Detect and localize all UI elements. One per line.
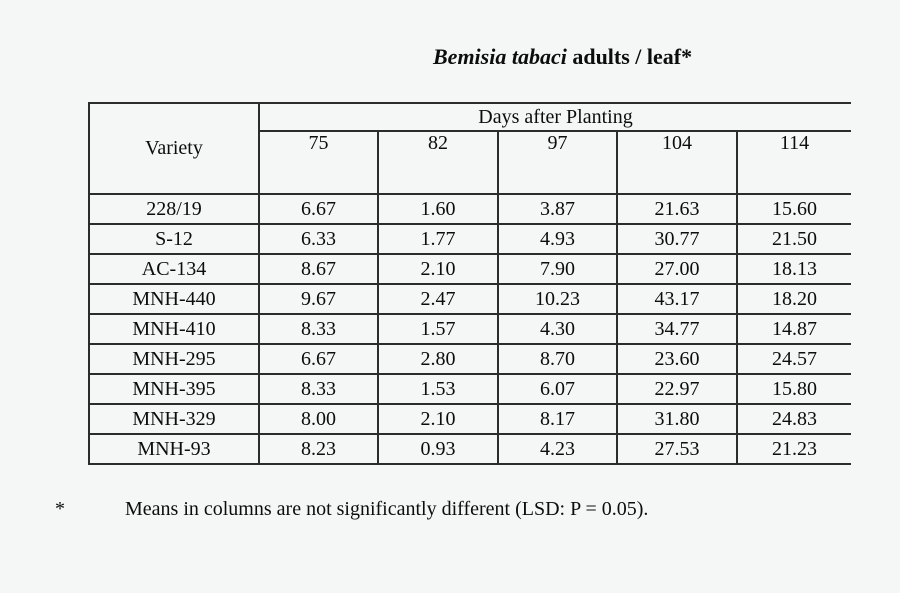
value-cell: 10.23 — [497, 283, 618, 315]
value-cell: 1.57 — [377, 313, 499, 345]
value-cell: 8.67 — [258, 253, 379, 285]
table-row: 228/19 6.67 1.60 3.87 21.63 15.60 — [88, 193, 852, 225]
figure-title: Bemisia tabaci adults / leaf* — [433, 44, 692, 70]
variety-cell: MNH-395 — [88, 373, 260, 405]
value-cell: 21.50 — [735, 223, 852, 255]
value-cell: 4.30 — [497, 313, 618, 345]
value-cell: 43.17 — [616, 283, 738, 315]
value-cell: 15.60 — [735, 193, 852, 225]
species-name: Bemisia tabaci — [433, 44, 567, 69]
variety-cell: MNH-329 — [88, 403, 260, 435]
table-row: MNH-329 8.00 2.10 8.17 31.80 24.83 — [88, 403, 852, 435]
value-cell: 1.60 — [377, 193, 499, 225]
day-column-104: 104 — [616, 130, 738, 195]
value-cell: 8.23 — [258, 433, 379, 465]
footnote-marker: * — [55, 498, 65, 520]
variety-cell: 228/19 — [88, 193, 260, 225]
variety-cell: AC-134 — [88, 253, 260, 285]
variety-cell: MNH-440 — [88, 283, 260, 315]
variety-cell: MNH-295 — [88, 343, 260, 375]
value-cell: 8.00 — [258, 403, 379, 435]
value-cell: 6.67 — [258, 343, 379, 375]
table-row: MNH-395 8.33 1.53 6.07 22.97 15.80 — [88, 373, 852, 405]
group-header-row: Variety Days after Planting — [88, 102, 852, 195]
table-row: S-12 6.33 1.77 4.93 30.77 21.50 — [88, 223, 852, 255]
value-cell: 27.00 — [616, 253, 738, 285]
value-cell: 4.23 — [497, 433, 618, 465]
value-cell: 18.13 — [735, 253, 852, 285]
value-cell: 21.23 — [735, 433, 852, 465]
day-column-114: 114 — [735, 130, 852, 195]
value-cell: 2.10 — [377, 253, 499, 285]
value-cell: 22.97 — [616, 373, 738, 405]
value-cell: 2.47 — [377, 283, 499, 315]
table-row: MNH-440 9.67 2.47 10.23 43.17 18.20 — [88, 283, 852, 315]
value-cell: 8.17 — [497, 403, 618, 435]
value-cell: 34.77 — [616, 313, 738, 345]
value-cell: 3.87 — [497, 193, 618, 225]
table-row: MNH-410 8.33 1.57 4.30 34.77 14.87 — [88, 313, 852, 345]
value-cell: 27.53 — [616, 433, 738, 465]
value-cell: 31.80 — [616, 403, 738, 435]
footnote-text: Means in columns are not significantly d… — [125, 498, 649, 520]
footnote: * Means in columns are not significantly… — [55, 498, 648, 521]
day-column-82: 82 — [377, 130, 499, 195]
value-cell: 6.33 — [258, 223, 379, 255]
variety-cell: S-12 — [88, 223, 260, 255]
value-cell: 24.57 — [735, 343, 852, 375]
value-cell: 1.77 — [377, 223, 499, 255]
table-row: AC-134 8.67 2.10 7.90 27.00 18.13 — [88, 253, 852, 285]
table-row: MNH-295 6.67 2.80 8.70 23.60 24.57 — [88, 343, 852, 375]
value-cell: 2.80 — [377, 343, 499, 375]
value-cell: 2.10 — [377, 403, 499, 435]
value-cell: 14.87 — [735, 313, 852, 345]
variety-cell: MNH-410 — [88, 313, 260, 345]
value-cell: 0.93 — [377, 433, 499, 465]
value-cell: 8.70 — [497, 343, 618, 375]
value-cell: 9.67 — [258, 283, 379, 315]
value-cell: 24.83 — [735, 403, 852, 435]
day-column-97: 97 — [497, 130, 618, 195]
value-cell: 6.07 — [497, 373, 618, 405]
value-cell: 6.67 — [258, 193, 379, 225]
days-after-planting-header: Days after Planting — [257, 102, 852, 132]
value-cell: 8.33 — [258, 313, 379, 345]
value-cell: 18.20 — [735, 283, 852, 315]
value-cell: 30.77 — [616, 223, 738, 255]
variety-cell: MNH-93 — [88, 433, 260, 465]
title-rest: adults / leaf* — [572, 44, 693, 69]
value-cell: 1.53 — [377, 373, 499, 405]
value-cell: 4.93 — [497, 223, 618, 255]
value-cell: 15.80 — [735, 373, 852, 405]
value-cell: 23.60 — [616, 343, 738, 375]
table-row: MNH-93 8.23 0.93 4.23 27.53 21.23 — [88, 433, 852, 465]
value-cell: 7.90 — [497, 253, 618, 285]
value-cell: 21.63 — [616, 193, 738, 225]
data-table: Variety Days after Planting 75 82 97 104… — [88, 102, 852, 465]
value-cell: 8.33 — [258, 373, 379, 405]
day-column-75: 75 — [258, 130, 379, 195]
day-header-row: 75 82 97 104 114 — [89, 130, 852, 195]
variety-column-header: Variety — [88, 102, 260, 195]
